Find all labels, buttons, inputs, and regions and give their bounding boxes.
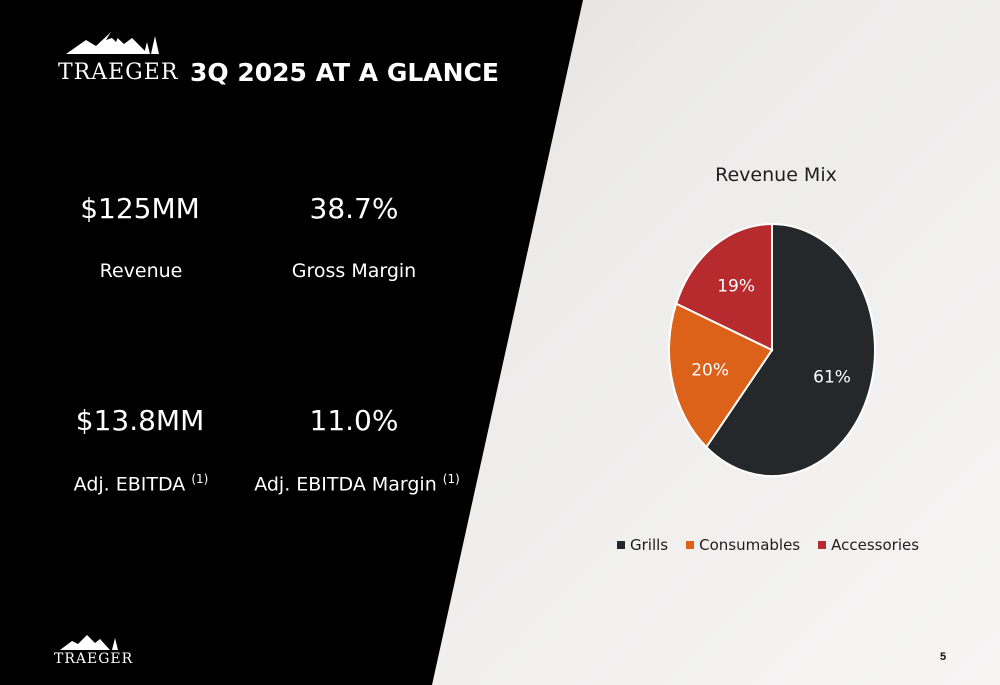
legend-item-consumables: Consumables: [686, 536, 800, 554]
legend-item-grills: Grills: [617, 536, 668, 554]
revenue-mix-pie-chart: 61% 20% 19%: [668, 222, 876, 477]
traeger-logo-top: TRAEGER: [56, 28, 179, 86]
pie-label-grills: 61%: [813, 367, 851, 387]
chart-legend: Grills Consumables Accessories: [617, 536, 919, 554]
kpi-gross-margin-label: Gross Margin: [224, 260, 484, 282]
pie-slice-accessories: [675, 222, 773, 352]
kpi-adj-ebitda-margin-label: Adj. EBITDA Margin (1): [227, 472, 487, 495]
pie-slice-grills: [705, 222, 876, 477]
kpi-adj-ebitda-value: $13.8MM: [75, 404, 205, 437]
kpi-adj-ebitda-label-text: Adj. EBITDA: [73, 473, 186, 496]
legend-item-accessories: Accessories: [818, 536, 919, 554]
mountain-logo-icon: [66, 32, 159, 54]
legend-swatch-consumables: [686, 541, 695, 549]
page-title: 3Q 2025 AT A GLANCE: [190, 58, 499, 87]
mountain-logo-icon-small: [60, 635, 118, 650]
legend-label-accessories: Accessories: [831, 536, 920, 554]
kpi-gross-margin-value: 38.7%: [309, 192, 399, 225]
kpi-gross-margin-label-text: Gross Margin: [291, 260, 417, 282]
chart-title: Revenue Mix: [715, 164, 837, 186]
logo-wordmark-small: TRAEGER: [54, 651, 134, 667]
legend-label-consumables: Consumables: [699, 536, 801, 554]
kpi-revenue-label-text: Revenue: [99, 260, 183, 282]
logo-wordmark: TRAEGER: [58, 60, 179, 85]
kpi-adj-ebitda-margin-footnote: (1): [442, 472, 460, 486]
pie-label-accessories: 19%: [717, 276, 755, 296]
kpi-adj-ebitda-footnote: (1): [191, 472, 209, 486]
legend-label-grills: Grills: [630, 536, 669, 554]
kpi-revenue-label: Revenue: [11, 260, 271, 282]
pie-slice-consumables: [668, 302, 774, 449]
pie-label-consumables: 20%: [691, 360, 729, 380]
kpi-adj-ebitda-label: Adj. EBITDA (1): [11, 472, 271, 495]
kpi-revenue-value: $125MM: [80, 192, 200, 225]
legend-swatch-accessories: [818, 541, 827, 549]
traeger-logo-bottom: TRAEGER: [52, 633, 132, 673]
kpi-adj-ebitda-margin-label-text: Adj. EBITDA Margin: [254, 473, 437, 496]
kpi-adj-ebitda-margin-value: 11.0%: [309, 404, 399, 437]
page-number: 5: [940, 651, 947, 663]
legend-swatch-grills: [617, 541, 625, 549]
